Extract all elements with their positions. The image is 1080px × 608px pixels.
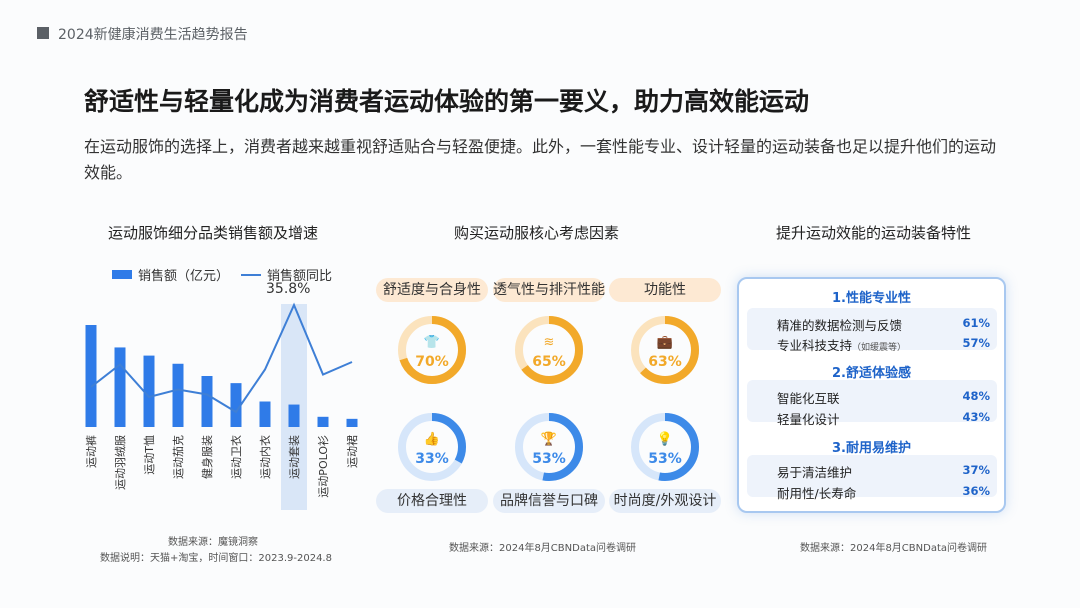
yoy-line <box>90 302 353 414</box>
donut-chart: 👍 <box>398 413 466 481</box>
peak-callout: 35.8% <box>266 281 311 297</box>
feature-value: 61% <box>962 316 990 330</box>
donut-percentage: 65% <box>532 354 566 370</box>
intro-paragraph: 在运动服饰的选择上，消费者越来越重视舒适贴合与轻盈便捷。此外，一套性能专业、设计… <box>84 137 997 182</box>
feature-label: 易于清洁维护 <box>777 465 853 480</box>
bar <box>172 363 184 427</box>
bar <box>85 325 97 427</box>
category-label: 健身服装 <box>200 435 214 479</box>
bar <box>259 401 271 427</box>
lightbulb-icon: 💡 <box>657 431 673 447</box>
feature-label: 轻量化设计 <box>777 412 840 427</box>
report-title: 2024新健康消费生活趋势报告 <box>58 27 248 43</box>
middle-panel-title: 购买运动服核心考虑因素 <box>454 224 620 242</box>
bar <box>317 416 329 427</box>
factor-label: 时尚度/外观设计 <box>609 489 721 513</box>
bag-icon: 💼 <box>657 335 673 350</box>
donut-percentage: 63% <box>648 354 682 370</box>
legend-line-swatch <box>241 273 262 276</box>
donut-percentage: 53% <box>532 451 566 467</box>
category-label: 运动内衣 <box>258 435 272 479</box>
bar <box>114 347 126 427</box>
bar <box>346 418 358 427</box>
section-box-comfort <box>747 380 997 422</box>
donut-chart: 💡 <box>631 413 699 481</box>
bar <box>230 383 242 427</box>
feature-label: 智能化互联 <box>777 391 840 406</box>
legend-line-label: 销售额同比 <box>267 269 333 284</box>
donut-arc <box>515 316 583 384</box>
donut-chart: 💼 <box>631 316 699 384</box>
donut-percentage: 53% <box>648 451 682 467</box>
left-note: 数据说明：天猫+淘宝，时间窗口：2023.9-2024.8 <box>100 553 332 564</box>
donut-arc <box>398 316 466 384</box>
category-label: 运动T恤 <box>143 435 156 475</box>
legend-bar-label: 销售额（亿元） <box>138 269 230 284</box>
category-label: 运动POLO衫 <box>317 435 330 498</box>
right-source: 数据来源：2024年8月CBNData问卷调研 <box>800 543 988 554</box>
section-box-durability <box>747 455 997 497</box>
feature-value: 43% <box>962 410 990 424</box>
donut-arc <box>631 316 699 384</box>
donut-arc <box>515 413 583 481</box>
header-square-icon <box>37 27 49 39</box>
bar <box>143 355 155 427</box>
category-label: 运动羽绒服 <box>114 435 127 490</box>
chart-legend: 销售额（亿元） 销售额同比 <box>112 265 332 284</box>
feature-label: 专业科技支持（如缓震等） <box>777 338 907 353</box>
section-heading-performance: 1.性能专业性 <box>832 291 911 306</box>
feature-label: 耐用性/长寿命 <box>777 486 857 501</box>
donut-arc <box>398 413 466 481</box>
left-source: 数据来源：魔镜洞察 <box>168 537 258 548</box>
factor-label: 透气性与排汗性能 <box>493 278 605 302</box>
category-label: 运动裤 <box>84 435 98 468</box>
section-box-performance <box>747 308 997 350</box>
feature-label: 精准的数据检测与反馈 <box>777 318 903 333</box>
feature-card: 1.性能专业性 精准的数据检测与反馈 61% 专业科技支持（如缓震等） 57% … <box>737 277 1006 513</box>
donut-percentage: 70% <box>415 354 449 370</box>
page-headline: 舒适性与轻量化成为消费者运动体验的第一要义，助力高效能运动 <box>84 87 810 116</box>
breathable-fabric-icon: ≋ <box>544 335 555 350</box>
category-label: 运动裙 <box>346 435 359 468</box>
factor-label: 舒适度与合身性 <box>376 278 488 302</box>
left-panel-title: 运动服饰细分品类销售额及增速 <box>108 224 319 242</box>
bar <box>288 404 300 427</box>
category-label: 运动茄克 <box>171 435 185 479</box>
factor-label: 品牌信誉与口碑 <box>493 489 605 513</box>
category-label: 运动卫衣 <box>229 435 243 479</box>
sales-bar-line-chart: 运动裤 运动羽绒服 运动T恤 运动茄克 健身服装 运动卫衣 运动内衣 运动套装 运动POLO衫 运… <box>84 302 359 510</box>
bar <box>201 376 213 427</box>
thumbs-up-icon: 👍 <box>424 431 440 447</box>
donut-percentage: 33% <box>415 451 449 467</box>
section-heading-comfort: 2.舒适体验感 <box>832 366 911 381</box>
donut-chart: 🏆 <box>515 413 583 481</box>
tshirt-icon: 👕 <box>424 335 440 350</box>
donut-chart: ≋ <box>515 316 583 384</box>
legend-bar-swatch <box>112 270 132 279</box>
donut-arc <box>631 413 699 481</box>
feature-value: 37% <box>962 463 990 477</box>
middle-source: 数据来源：2024年8月CBNData问卷调研 <box>449 543 637 554</box>
trophy-icon: 🏆 <box>541 431 557 447</box>
feature-value: 57% <box>962 336 990 350</box>
feature-value: 36% <box>962 484 990 498</box>
category-label: 运动套装 <box>288 435 301 479</box>
factor-label: 价格合理性 <box>376 489 488 513</box>
factor-label: 功能性 <box>609 278 721 302</box>
feature-value: 48% <box>962 389 990 403</box>
right-panel-title: 提升运动效能的运动装备特性 <box>776 224 972 242</box>
section-heading-durability: 3.耐用易维护 <box>832 441 911 456</box>
donut-chart: 👕 <box>398 316 466 384</box>
